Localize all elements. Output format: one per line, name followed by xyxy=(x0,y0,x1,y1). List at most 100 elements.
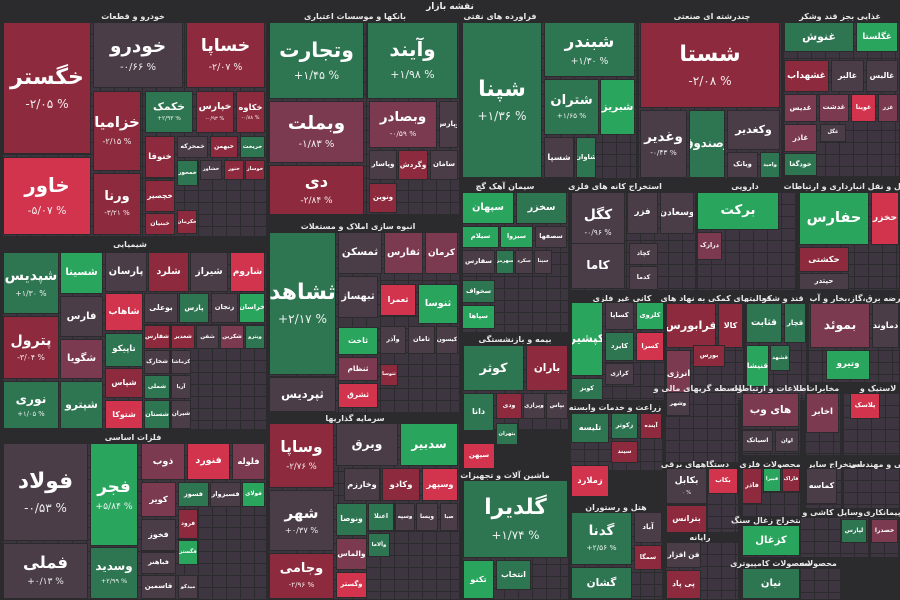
stock-tile[interactable]: وکادو xyxy=(382,468,420,501)
stock-tile[interactable]: سامان xyxy=(430,150,458,180)
stock-tile[interactable]: شیراز xyxy=(190,252,228,292)
stock-tile[interactable]: شستان xyxy=(144,400,170,429)
stock-tile[interactable]: آینده xyxy=(640,413,662,439)
stock-tile[interactable]: خراسان xyxy=(239,293,265,323)
stock-tile[interactable]: تاپیکو xyxy=(105,333,143,367)
stock-tile[interactable]: کلزوی xyxy=(636,302,664,330)
stock-tile[interactable]: کیسون xyxy=(436,326,458,354)
stock-tile[interactable]: وسعادن xyxy=(660,192,694,234)
stock-tile[interactable]: کدما xyxy=(629,266,658,290)
stock-tile[interactable]: شاروم xyxy=(230,252,265,292)
stock-tile[interactable]: فرابورس xyxy=(666,303,716,348)
stock-tile[interactable]: سکرد xyxy=(515,250,533,274)
stock-tile[interactable]: های وب xyxy=(742,393,799,427)
stock-tile[interactable]: بپاس xyxy=(546,393,568,419)
stock-tile[interactable]: شملی xyxy=(144,375,170,399)
stock-tile[interactable]: دماوند xyxy=(872,303,899,348)
stock-tile[interactable]: غزر xyxy=(878,94,898,122)
stock-tile[interactable]: شاوان xyxy=(576,137,596,178)
stock-tile[interactable]: خکرمان xyxy=(177,210,197,234)
stock-tile[interactable]: لپارس xyxy=(841,519,867,543)
stock-tile[interactable]: خچصیر xyxy=(145,180,175,212)
stock-tile[interactable]: شبندر +۱/۳۰ % xyxy=(544,22,635,77)
stock-tile[interactable]: سدبیر xyxy=(400,423,458,466)
stock-tile[interactable]: گشان xyxy=(571,567,632,599)
stock-tile[interactable]: فولای xyxy=(242,482,265,507)
stock-tile[interactable]: فزر xyxy=(627,192,658,234)
stock-tile[interactable]: حپتدر xyxy=(799,273,849,290)
stock-tile[interactable]: کوثر xyxy=(463,345,524,391)
stock-tile[interactable]: سمگا xyxy=(634,545,662,570)
stock-tile[interactable]: وصندوق xyxy=(689,110,725,178)
stock-tile[interactable]: کویر xyxy=(141,482,176,517)
stock-tile[interactable]: ویترو xyxy=(245,325,265,349)
stock-tile[interactable]: غدیس xyxy=(784,94,817,122)
stock-tile[interactable]: زکوثر xyxy=(611,413,638,439)
stock-tile[interactable]: خوساز xyxy=(245,160,265,180)
stock-tile[interactable]: وخارزم xyxy=(344,468,380,501)
stock-tile[interactable]: زملارد xyxy=(571,465,609,497)
stock-tile[interactable]: ثتوسا xyxy=(380,364,398,386)
stock-tile[interactable]: فاسمین xyxy=(141,575,176,599)
stock-tile[interactable]: پترول -۳/۰۴ % xyxy=(3,316,59,379)
stock-tile[interactable]: وغدیر -۰/۴۳ % xyxy=(640,110,687,178)
stock-tile[interactable]: سصفها xyxy=(535,226,567,248)
stock-tile[interactable]: نیان xyxy=(742,568,800,599)
stock-tile[interactable]: فاذر xyxy=(742,468,762,504)
stock-tile[interactable]: کرماشا xyxy=(171,350,191,374)
stock-tile[interactable]: ثعمرا xyxy=(380,284,416,316)
stock-tile[interactable]: ثپردیس xyxy=(269,377,336,412)
stock-tile[interactable]: ثاخت xyxy=(338,327,378,355)
stock-tile[interactable]: فخوز xyxy=(141,519,176,551)
stock-tile[interactable]: بتهران xyxy=(496,423,518,445)
stock-tile[interactable]: اوان xyxy=(775,430,799,452)
stock-tile[interactable]: سپهان xyxy=(462,192,514,224)
stock-tile[interactable]: شپنا +۱/۳۶ % xyxy=(462,22,542,178)
stock-tile[interactable]: کسرا xyxy=(636,332,664,361)
stock-tile[interactable]: ودی xyxy=(496,393,522,419)
stock-tile[interactable]: بوعلی xyxy=(144,293,178,323)
stock-tile[interactable]: غالبس xyxy=(866,60,898,92)
stock-tile[interactable]: باران xyxy=(526,345,568,391)
stock-tile[interactable]: خمحرکه xyxy=(177,136,208,158)
stock-tile[interactable]: وشهر xyxy=(666,392,690,416)
stock-tile[interactable]: وپرازی xyxy=(523,393,545,419)
stock-tile[interactable]: ثنوسا xyxy=(418,284,458,324)
stock-tile[interactable]: درازک xyxy=(697,232,722,260)
stock-tile[interactable]: انرژی xyxy=(666,350,691,398)
stock-tile[interactable]: وتجارت +۱/۴۵ % xyxy=(269,22,364,99)
stock-tile[interactable]: بموئد xyxy=(810,303,870,348)
stock-tile[interactable]: بترانس xyxy=(666,505,707,533)
stock-tile[interactable]: فجر +۵/۸۴ % xyxy=(90,443,138,546)
stock-tile[interactable]: خگستر -۲/۰۵ % xyxy=(3,22,91,154)
stock-tile[interactable]: ختور xyxy=(224,160,244,180)
stock-tile[interactable]: خبهمن xyxy=(210,136,238,158)
stock-tile[interactable]: شسینا xyxy=(60,252,103,294)
stock-tile[interactable]: کوبز xyxy=(571,378,603,400)
stock-tile[interactable]: اسیاتک xyxy=(742,430,773,452)
stock-tile[interactable]: وامید xyxy=(760,152,780,178)
stock-tile[interactable]: سپتا xyxy=(534,250,552,274)
stock-tile[interactable]: وبرق xyxy=(336,423,398,466)
stock-tile[interactable]: غدشت xyxy=(819,94,849,122)
stock-tile[interactable]: ثامان xyxy=(408,326,435,354)
stock-tile[interactable]: بورس xyxy=(693,345,725,367)
stock-tile[interactable]: کزغال xyxy=(742,525,800,556)
stock-tile[interactable]: خاور -۵/۰۷ % xyxy=(3,157,91,235)
stock-tile[interactable]: کالا xyxy=(718,303,743,348)
stock-tile[interactable]: حفارس xyxy=(799,192,869,245)
stock-tile[interactable]: شهر +۰/۳۷ % xyxy=(269,490,334,551)
stock-tile[interactable]: ونوصا xyxy=(336,503,367,536)
stock-tile[interactable]: فملی +۰/۱۳ % xyxy=(3,543,88,599)
stock-tile[interactable]: حکشتی xyxy=(799,247,849,272)
stock-tile[interactable]: ورنا -۳/۲۱ % xyxy=(93,173,141,235)
stock-tile[interactable]: وسپهر xyxy=(422,468,458,501)
stock-tile[interactable]: ونوین xyxy=(369,183,397,213)
stock-tile[interactable]: ثنظام xyxy=(338,357,378,381)
stock-tile[interactable]: شلرد xyxy=(148,252,189,292)
stock-tile[interactable]: شستا -۲/۰۸ % xyxy=(640,22,780,108)
stock-tile[interactable]: فلوله xyxy=(232,443,265,480)
stock-tile[interactable]: غنوش xyxy=(784,22,854,52)
stock-tile[interactable]: سهرمز xyxy=(496,250,514,274)
stock-tile[interactable]: گلدیرا +۱/۷۴ % xyxy=(463,480,568,558)
